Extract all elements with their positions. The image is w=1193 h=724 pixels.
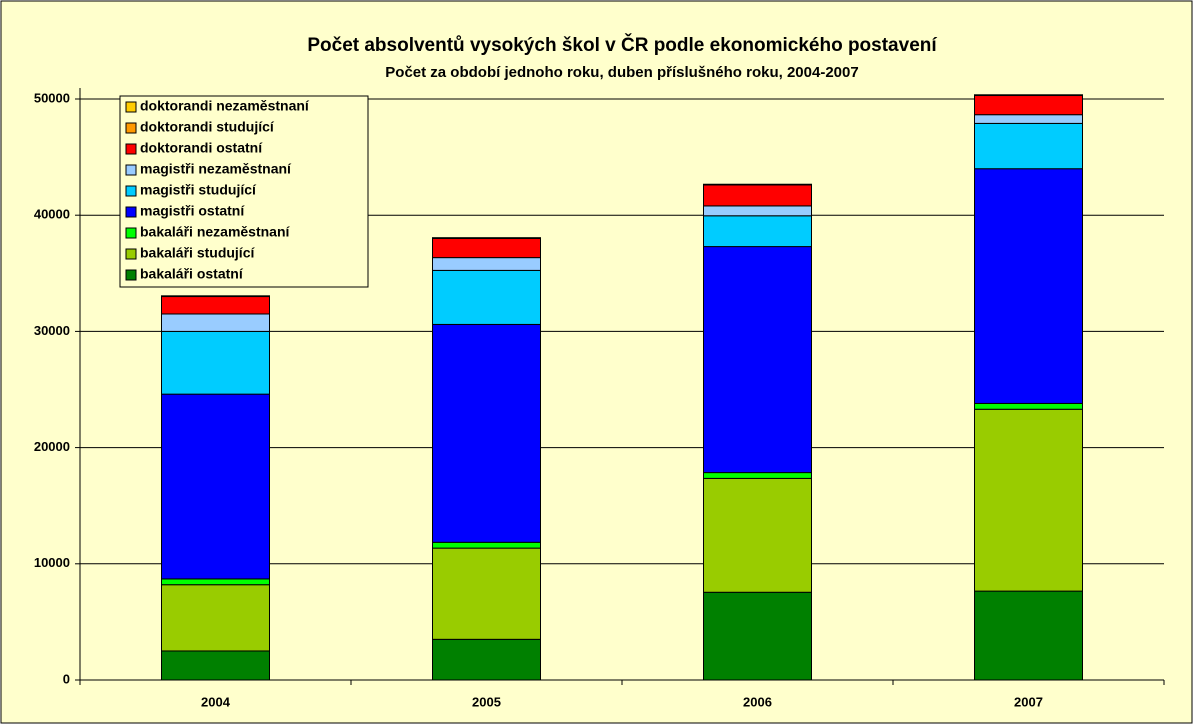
y-tick-label: 30000 — [34, 323, 70, 338]
legend — [119, 95, 369, 288]
bar-segment — [161, 393, 270, 580]
legend-swatch — [125, 269, 137, 281]
y-tick-label: 50000 — [34, 90, 70, 105]
bar-segment — [974, 168, 1083, 404]
bar-segment — [974, 402, 1083, 410]
bar-segment — [703, 205, 812, 217]
legend-label: doktorandi ostatní — [140, 140, 263, 156]
legend-label: bakaláři studující — [140, 245, 255, 261]
legend-swatch — [125, 122, 137, 134]
x-tick-label: 2004 — [201, 694, 231, 709]
chart-subtitle: Počet za období jednoho roku, duben přís… — [385, 64, 858, 81]
legend-label: bakaláři ostatní — [140, 266, 244, 282]
bar-segment — [703, 591, 812, 681]
bar-segment — [432, 269, 541, 325]
legend-label: bakaláři nezaměstnaní — [140, 224, 291, 240]
legend-swatch — [125, 101, 137, 113]
legend-swatch — [125, 248, 137, 260]
bar-segment — [703, 215, 812, 248]
bar-segment — [161, 330, 270, 395]
bar-segment — [703, 472, 812, 479]
legend-swatch — [125, 185, 137, 197]
legend-label: magistři studující — [140, 182, 257, 198]
bar-segment — [432, 547, 541, 640]
bar-segment — [432, 257, 541, 271]
legend-label: doktorandi nezaměstnaní — [140, 98, 310, 114]
bar-segment — [974, 590, 1083, 681]
bar-segment — [432, 638, 541, 681]
legend-label: magistři nezaměstnaní — [140, 161, 292, 177]
x-tick-label: 2006 — [743, 694, 772, 709]
x-tick-label: 2005 — [472, 694, 501, 709]
bar-segment — [161, 578, 270, 586]
bar-segment — [161, 296, 270, 315]
bar-segment — [161, 313, 270, 332]
y-tick-label: 0 — [63, 671, 70, 686]
bar-segment — [432, 323, 541, 543]
y-tick-label: 40000 — [34, 207, 70, 222]
bar-segment — [974, 122, 1083, 170]
x-tick-label: 2007 — [1014, 694, 1043, 709]
bar-segment — [432, 237, 541, 259]
legend-swatch — [125, 206, 137, 218]
bar-segment — [161, 650, 270, 681]
legend-label: magistři ostatní — [140, 203, 245, 219]
bar-segment — [703, 246, 812, 474]
bar-segment — [703, 184, 812, 207]
bar-segment — [432, 541, 541, 549]
bar-segment — [974, 114, 1083, 124]
bar-segment — [974, 408, 1083, 592]
legend-label: doktorandi studující — [140, 119, 275, 135]
legend-swatch — [125, 227, 137, 239]
y-tick-label: 10000 — [34, 555, 70, 570]
legend-swatch — [125, 143, 137, 155]
legend-swatch — [125, 164, 137, 176]
chart-title: Počet absolventů vysokých škol v ČR podl… — [307, 34, 937, 56]
bar-segment — [974, 95, 1083, 116]
bar-segment — [161, 584, 270, 652]
bar-segment — [703, 477, 812, 593]
y-tick-label: 20000 — [34, 439, 70, 454]
